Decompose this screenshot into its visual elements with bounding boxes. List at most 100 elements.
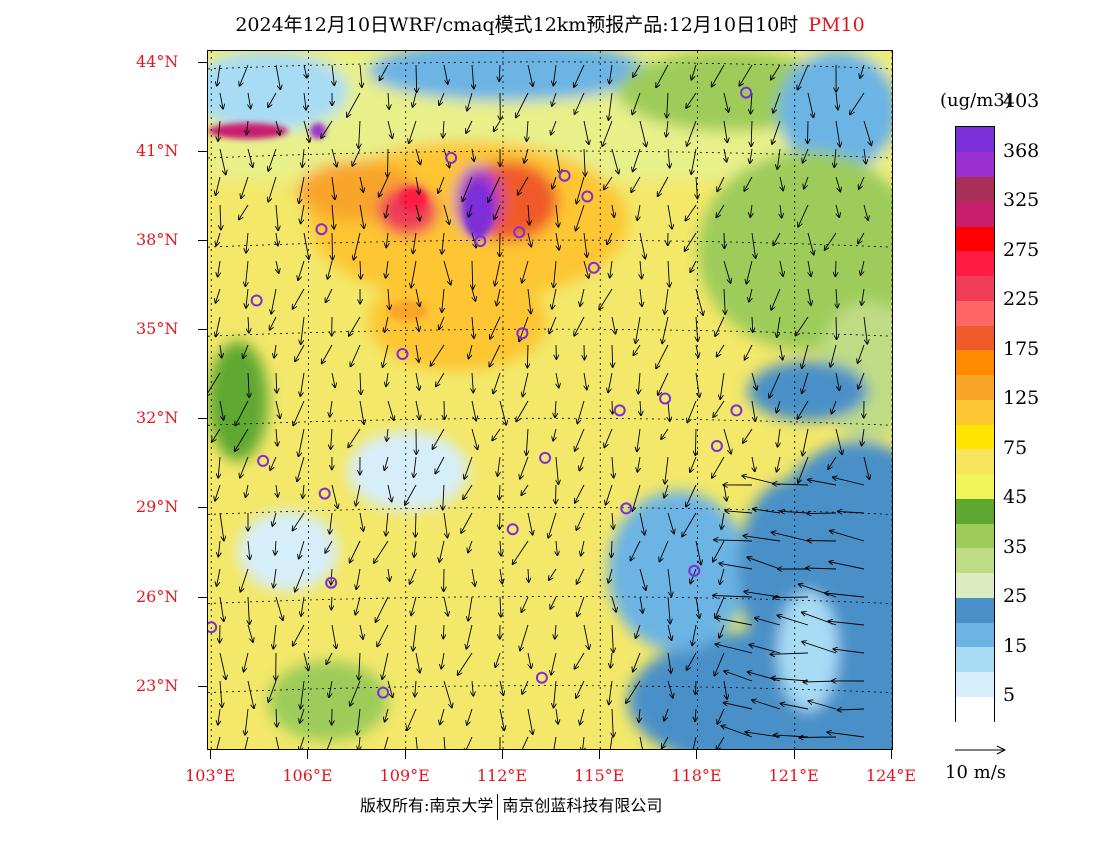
wind-arrow: [798, 456, 809, 483]
wind-arrow: [299, 428, 305, 456]
wind-arrow: [827, 732, 865, 738]
wind-arrow: [387, 120, 392, 138]
wind-arrow: [836, 316, 837, 339]
wind-arrow: [332, 372, 335, 387]
wind-arrow: [499, 400, 506, 425]
legend-swatch: [956, 448, 994, 474]
wind-arrow: [584, 148, 585, 176]
wind-arrow: [803, 681, 837, 682]
wind-arrow: [415, 204, 420, 221]
wind-arrow: [379, 176, 389, 197]
wind-arrow: [275, 64, 280, 89]
wind-arrow: [244, 736, 249, 749]
legend-swatch: [956, 547, 994, 573]
wind-arrow: [413, 624, 417, 651]
lat-tick: [198, 61, 207, 63]
wind-arrow: [274, 344, 276, 358]
wind-arrow: [721, 512, 724, 529]
wind-arrow: [415, 652, 420, 673]
wind-arrow: [551, 652, 557, 675]
wind-arrow: [576, 204, 585, 231]
wind-arrow: [303, 484, 304, 498]
wind-arrow: [696, 176, 697, 198]
title-main: 2024年12月10日WRF/cmaq模式12km预报产品:12月10日10时: [235, 14, 799, 36]
wind-arrow: [275, 596, 283, 620]
wind-arrow: [720, 372, 725, 399]
station-marker: [620, 502, 633, 515]
wind-arrow: [357, 708, 361, 735]
wind-arrow: [247, 120, 249, 134]
legend-label: 368: [1003, 139, 1040, 162]
wind-arrow: [717, 344, 725, 357]
wind-arrow: [716, 204, 725, 217]
wind-arrow: [638, 372, 640, 394]
wind-arrow: [609, 92, 613, 120]
wind-arrow: [667, 652, 671, 673]
wind-arrow: [639, 120, 646, 146]
wind-arrow: [808, 480, 837, 486]
station-marker: [613, 404, 626, 417]
wind-arrow: [836, 288, 837, 308]
wind-arrow: [725, 511, 753, 513]
wind-arrow: [331, 484, 338, 508]
wind-arrow: [723, 680, 727, 699]
wind-arrow: [469, 344, 473, 358]
wind-arrow: [612, 512, 613, 529]
legend-label: 45: [1003, 486, 1028, 509]
lon-tick: [599, 750, 601, 759]
wind-arrow: [552, 288, 557, 309]
wind-arrow: [387, 428, 388, 441]
wind-arrow: [686, 484, 697, 507]
wind-arrow: [772, 120, 781, 144]
wind-arrow: [329, 680, 333, 697]
lon-label: 106°E: [282, 766, 333, 785]
wind-arrow: [443, 512, 447, 538]
wind-arrow: [781, 511, 809, 513]
map-panel[interactable]: [207, 50, 893, 750]
wind-arrow: [714, 540, 753, 541]
wind-arrow: [606, 484, 613, 505]
station-marker: [250, 294, 263, 307]
wind-arrow: [439, 316, 445, 329]
wind-arrow: [383, 344, 389, 367]
wind-arrow: [359, 512, 363, 531]
footer-separator: [497, 793, 499, 820]
wind-arrow: [471, 428, 478, 449]
wind-arrow: [348, 428, 361, 447]
wind-arrow: [516, 92, 529, 117]
wind-arrow: [825, 593, 865, 598]
wind-arrow: [637, 456, 640, 472]
wind-arrow: [609, 680, 613, 704]
wind-arrow: [219, 400, 224, 420]
wind-arrow: [522, 260, 529, 283]
legend-swatch: [956, 201, 994, 227]
wind-arrow: [554, 260, 557, 287]
wind-arrow: [527, 120, 528, 141]
wind-arrow: [575, 428, 585, 451]
lat-tick: [198, 150, 207, 152]
wind-arrow: [359, 736, 360, 749]
wind-arrow: [464, 456, 473, 479]
wind-arrow: [747, 557, 781, 570]
wind-arrow: [500, 512, 501, 529]
wind-arrow: [743, 428, 753, 443]
wind-arrow: [802, 372, 809, 393]
wind-arrow: [388, 92, 389, 109]
wind-arrow: [240, 64, 249, 86]
wind-arrow: [745, 344, 753, 360]
wind-arrow: [803, 148, 809, 163]
wind-arrow: [463, 484, 473, 499]
wind-arrow: [386, 372, 388, 386]
wind-arrow: [577, 596, 585, 616]
wind-arrow: [574, 64, 585, 87]
wind-arrow: [695, 540, 701, 564]
wind-arrow: [664, 708, 669, 721]
wind-arrow: [436, 372, 445, 386]
wind-arrow: [414, 456, 416, 477]
wind-arrow: [332, 232, 333, 260]
legend-swatch: [956, 696, 994, 722]
wind-arrow: [658, 372, 669, 395]
wind-arrow: [443, 484, 444, 510]
wind-arrow: [443, 120, 444, 138]
wind-arrow: [749, 288, 752, 302]
